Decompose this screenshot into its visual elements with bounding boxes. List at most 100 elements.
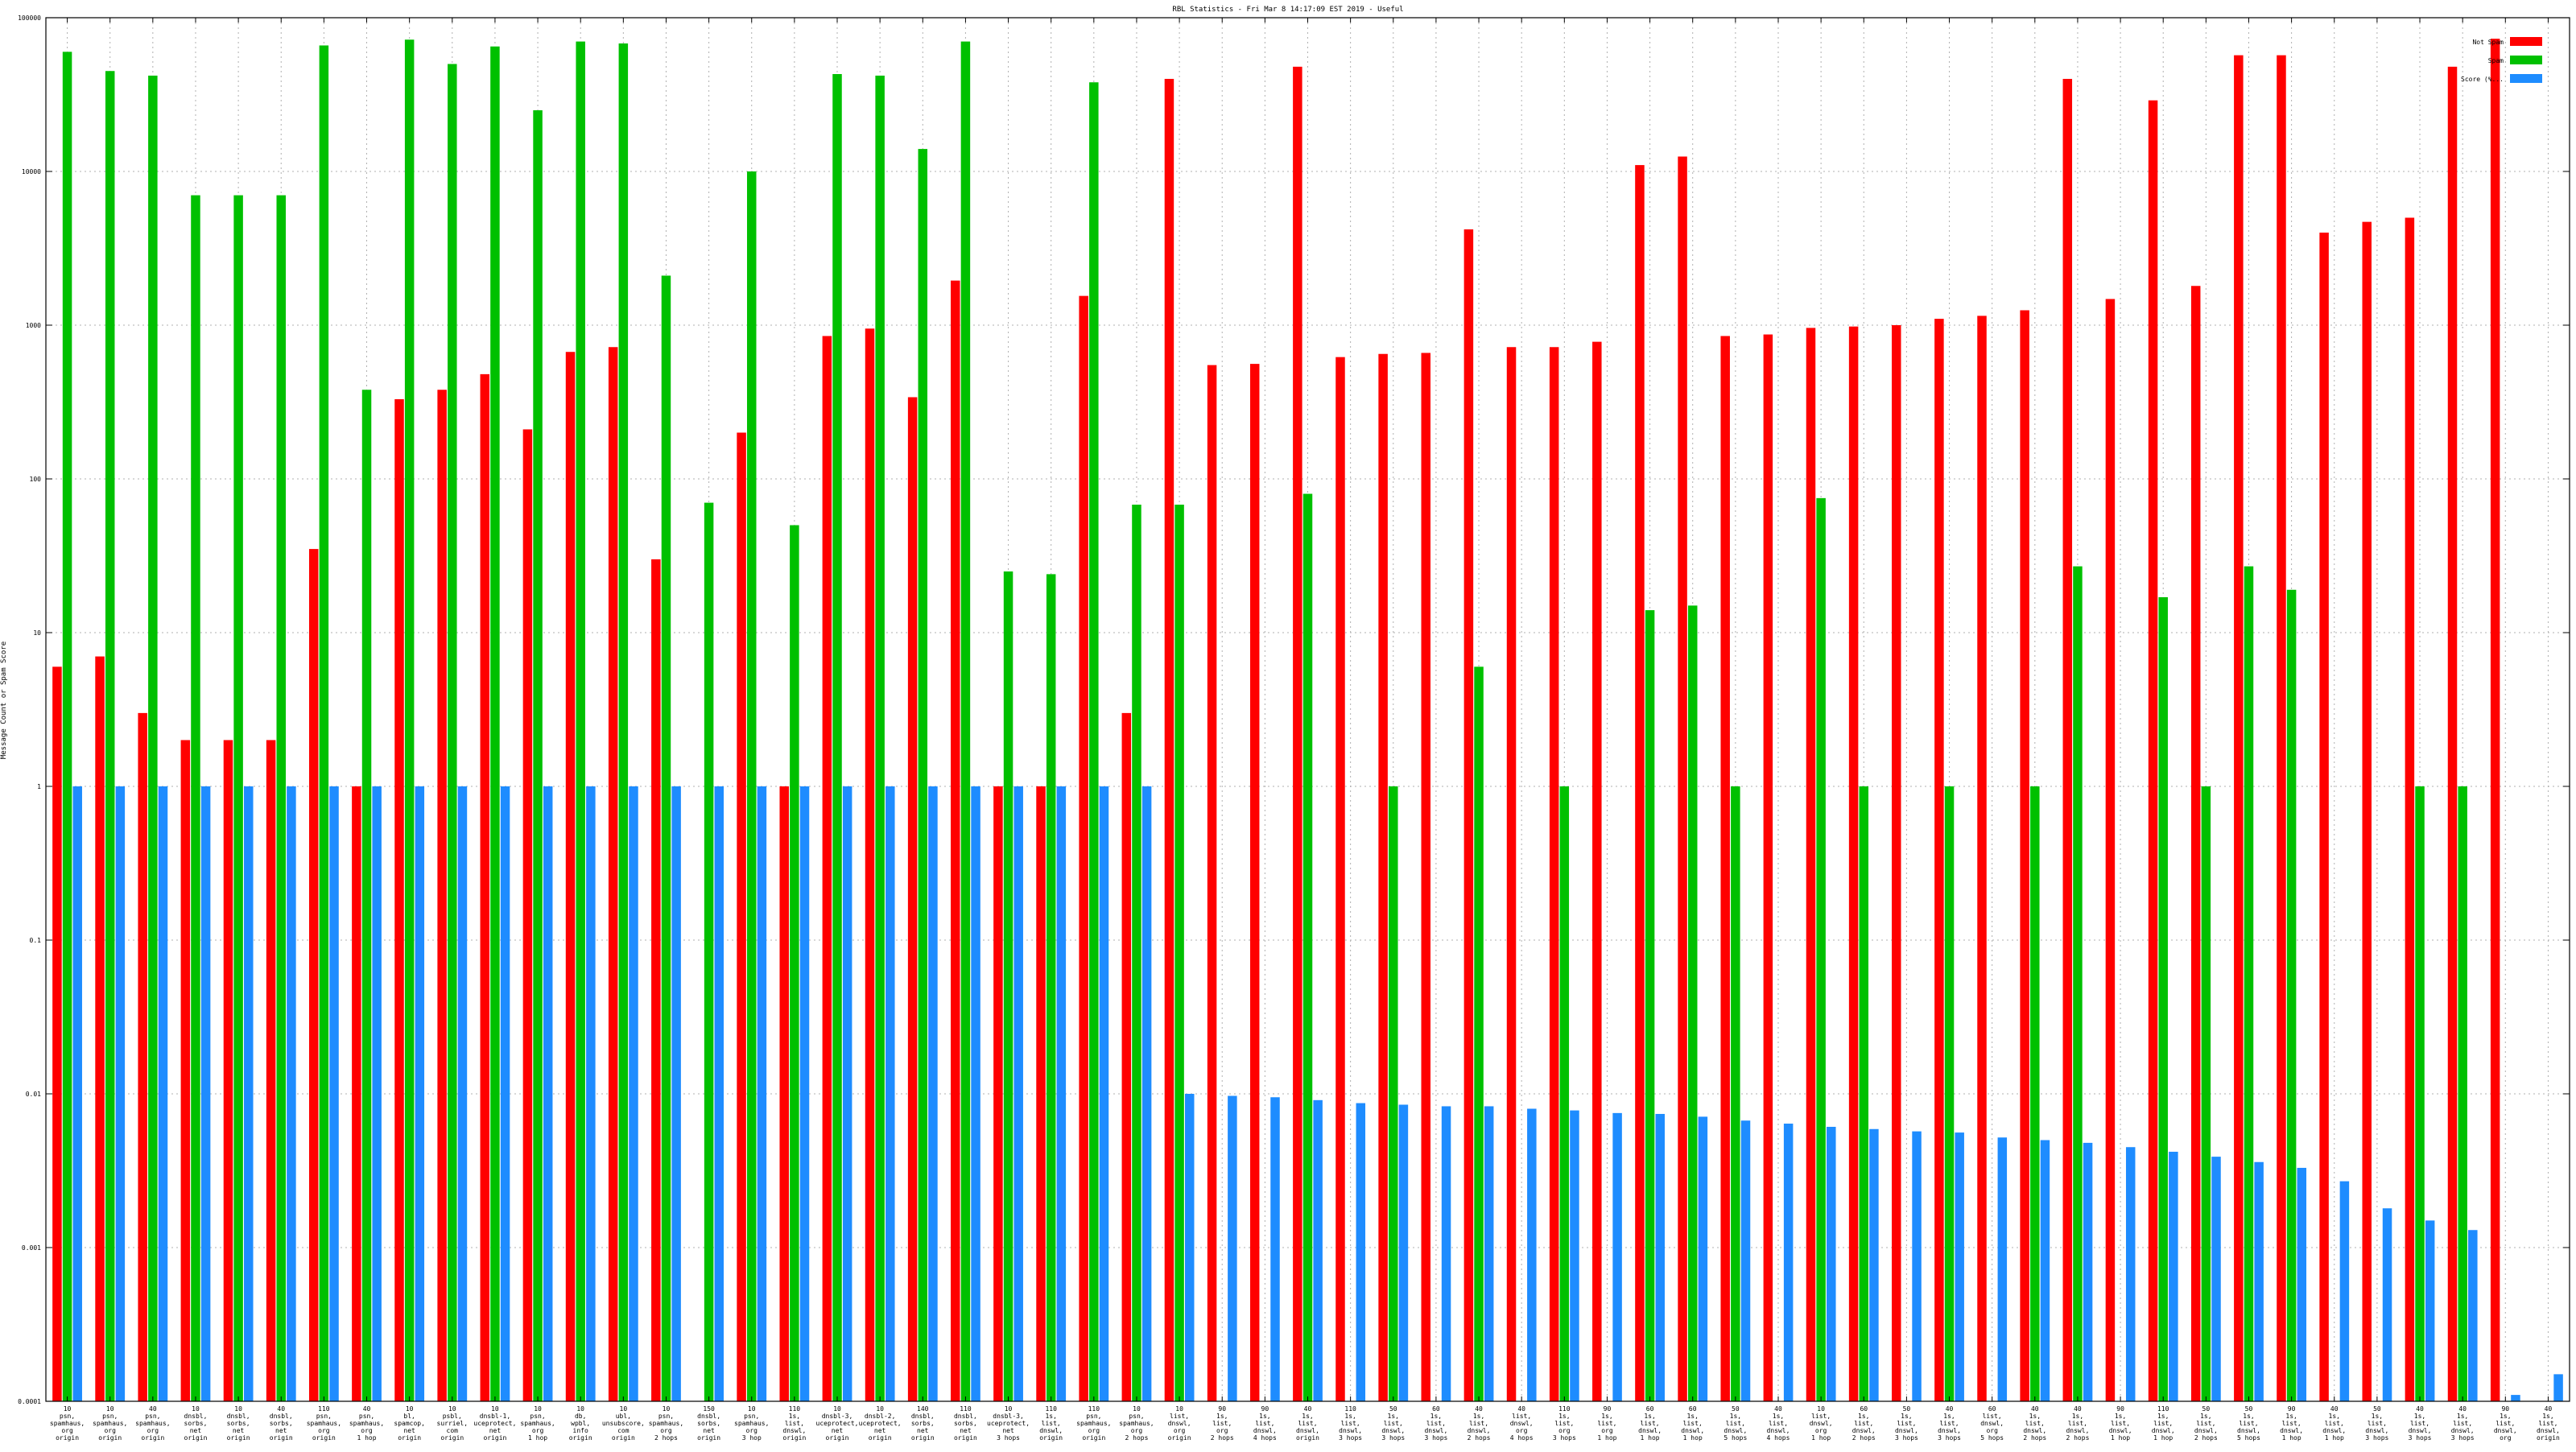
bar [842, 786, 852, 1401]
bar [1079, 295, 1088, 1402]
bar [1955, 1132, 1964, 1401]
bar [746, 171, 757, 1401]
y-tick-label: 0.01 [26, 1091, 41, 1098]
bar [2319, 233, 2329, 1401]
bar [1891, 325, 1901, 1401]
bar [448, 64, 457, 1402]
y-tick-label: 100000 [18, 14, 41, 22]
bar [394, 398, 404, 1401]
bar [191, 195, 200, 1401]
bar [1132, 504, 1141, 1402]
x-tick-label: 40 1s, list, dnswl, 2 hops [2066, 1405, 2089, 1442]
bar [95, 656, 105, 1401]
bar [2073, 566, 2083, 1401]
x-tick-label: 110 1s, list, dnswl, 1 hop [2152, 1405, 2175, 1442]
bar [319, 45, 329, 1401]
y-tick-label: 0.001 [22, 1244, 41, 1252]
bar [1549, 347, 1559, 1401]
bar [1687, 605, 1698, 1401]
bar [490, 46, 500, 1402]
bar [875, 75, 885, 1402]
bar [1720, 336, 1730, 1402]
bar [586, 786, 596, 1401]
x-tick-label: 40 dnsbl, sorbs, net origin [270, 1405, 293, 1442]
bar [2234, 55, 2244, 1401]
bar [2511, 1395, 2520, 1401]
bar [1816, 497, 1826, 1401]
bar [2190, 286, 2201, 1402]
bar [200, 786, 211, 1401]
x-tick-label: 90 1s, list, dnswl, 1 hop [2280, 1405, 2303, 1442]
x-tick-label: 10 psn, spamhaus, org 1 hop [520, 1405, 555, 1442]
bar [244, 786, 254, 1401]
x-tick-label: 10 dnsbl-3, uceprotect, net 3 hops [987, 1405, 1030, 1442]
bar [737, 432, 746, 1401]
bar [2040, 1140, 2050, 1401]
bar [2158, 596, 2168, 1401]
bar [1912, 1131, 1922, 1401]
bar [2020, 310, 2029, 1401]
x-tick-label: 60 list, dnswl, org 5 hops [1980, 1405, 2004, 1442]
bar [1270, 1097, 1280, 1401]
x-tick-label: 60 1s, list, dnswl, 3 hops [1424, 1405, 1447, 1442]
bar [779, 786, 789, 1401]
bar [2297, 1167, 2307, 1401]
bar [886, 786, 895, 1401]
bar [1645, 610, 1655, 1401]
legend-swatch [2510, 37, 2542, 46]
bar [1934, 319, 1944, 1401]
x-tick-label: 40 1s, list, dnswl, origin [1296, 1405, 1319, 1442]
bar [1121, 712, 1132, 1401]
bar [832, 74, 842, 1401]
y-tick-label: 0.0001 [18, 1398, 41, 1405]
y-tick-labels: 0.0001 0.001 0.01 0.1 1 10 100 1000 10000 100000 [18, 14, 41, 1405]
y-tick-label: 10 [33, 629, 41, 637]
bar [361, 390, 372, 1401]
bar [1570, 1110, 1579, 1401]
bar [1698, 1116, 1708, 1401]
bar [72, 786, 82, 1401]
bar [62, 52, 72, 1402]
x-tick-label: 90 1s, list, dnswl, org [2494, 1405, 2517, 1442]
x-tick-label: 50 1s, list, dnswl, 3 hops [1381, 1405, 1405, 1442]
bar [1527, 1108, 1537, 1401]
bar [329, 786, 339, 1401]
bar [918, 149, 928, 1401]
bar [1827, 1127, 1836, 1401]
chart-title: RBL Statistics - Fri Mar 8 14:17:09 EST … [1172, 6, 1403, 14]
legend-swatch [2510, 74, 2542, 83]
bar [1678, 156, 1687, 1401]
bar [1335, 357, 1345, 1401]
x-tick-label: 40 psn, spamhaus, org 1 hop [349, 1405, 384, 1442]
bar [457, 786, 468, 1401]
bar [276, 195, 286, 1401]
x-tick-label: 10 dnsbl, sorbs, net origin [184, 1405, 208, 1442]
y-tick-label: 1000 [26, 322, 41, 329]
bar [1997, 1137, 2008, 1401]
bar [790, 525, 799, 1401]
bar [1506, 347, 1517, 1401]
x-tick-label: 10 ubl, unsubscore, com origin [602, 1405, 645, 1442]
bar [415, 786, 425, 1401]
bar [2458, 786, 2467, 1401]
legend-label: Not Spam [2472, 39, 2504, 46]
bar [2105, 299, 2116, 1402]
x-tick-label: 110 dnsbl, sorbs, net origin [954, 1405, 977, 1442]
bar [1441, 1106, 1451, 1401]
bar [2062, 79, 2073, 1401]
x-tick-label: 10 dnsbl-2, uceprotect, net origin [859, 1405, 902, 1442]
bar [2553, 1374, 2563, 1401]
bar [2362, 221, 2372, 1402]
bar [2211, 1157, 2221, 1401]
x-tick-label: 10 psn, spamhaus, org 2 hops [1119, 1405, 1154, 1442]
legend: Not Spam Spam Score (%... [2461, 37, 2542, 83]
x-tick-label: 110 1s, list, dnswl, 3 hops [1339, 1405, 1362, 1442]
x-tick-label: 10 psn, spamhaus, org 2 hops [649, 1405, 683, 1442]
x-tick-label: 10 dnsbl-3, uceprotect, net origin [816, 1405, 859, 1442]
x-tick-label: 40 1s, list, dnswl, 1 hop [2322, 1405, 2346, 1442]
bar [2254, 1161, 2264, 1401]
bar [971, 786, 980, 1401]
bar [1977, 316, 1987, 1401]
